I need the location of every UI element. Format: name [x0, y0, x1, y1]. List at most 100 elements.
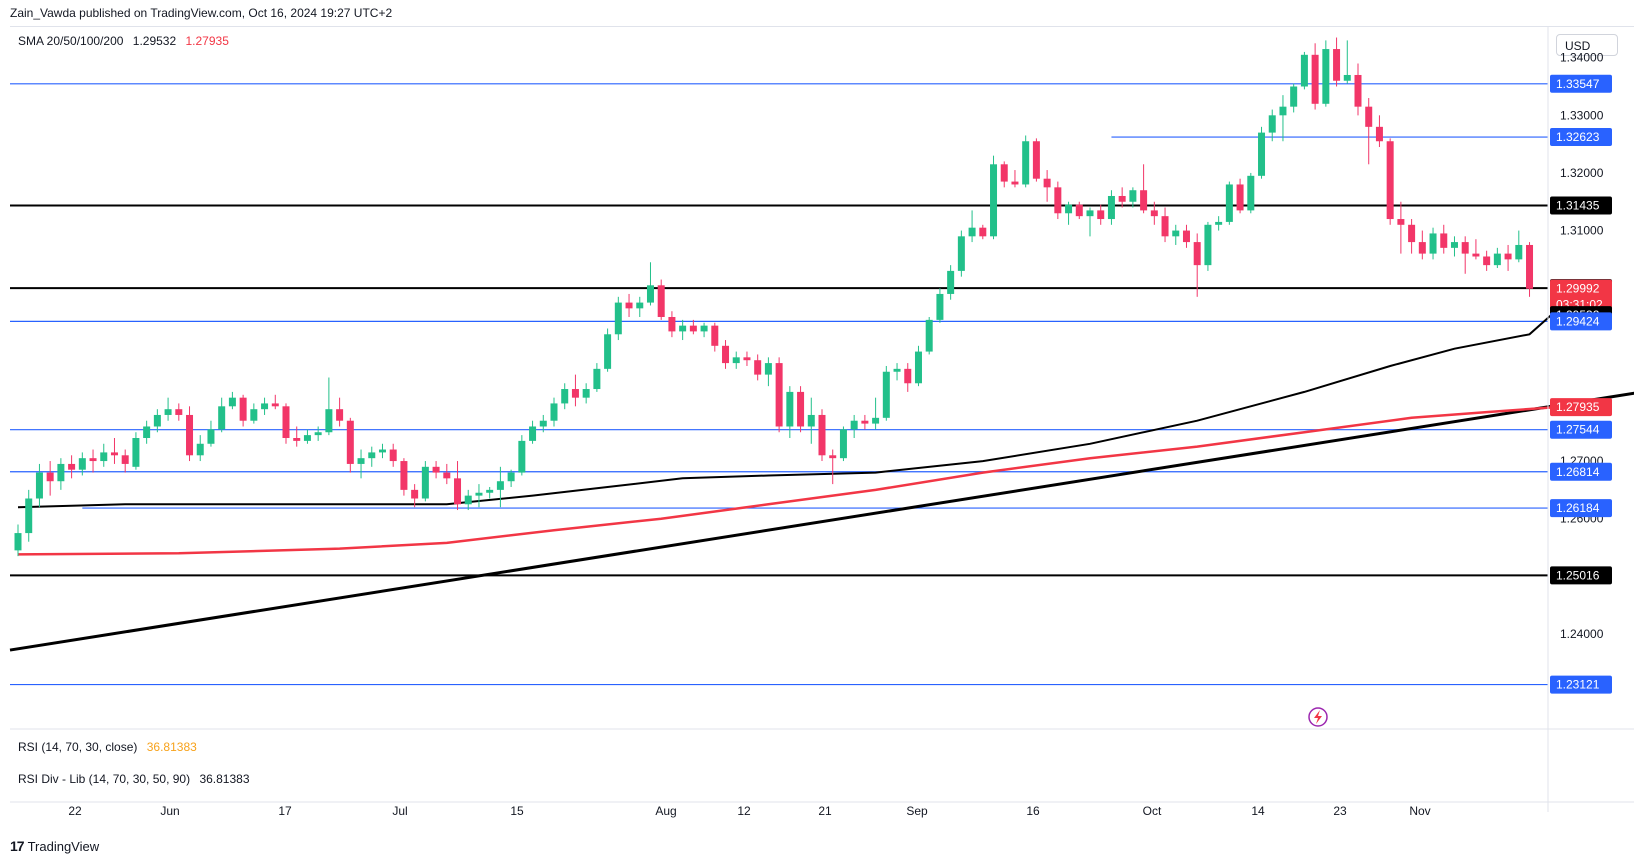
candle [636, 296, 644, 317]
candle-body [636, 302, 644, 309]
sma-legend[interactable]: SMA 20/50/100/200 1.29532 1.27935 [18, 34, 229, 48]
candle [872, 397, 880, 430]
trendline [9, 391, 1634, 652]
candle-body [196, 443, 204, 456]
sma-label: SMA 20/50/100/200 [18, 34, 124, 48]
candle-body [357, 458, 365, 464]
candle [711, 322, 719, 352]
candle [646, 262, 654, 306]
price-label: 1.23121 [1550, 675, 1612, 694]
time-tick-label: Nov [1409, 804, 1430, 818]
candle [261, 397, 269, 415]
rsi-div-legend[interactable]: RSI Div - Lib (14, 70, 30, 50, 90) 36.81… [18, 772, 250, 786]
candle [829, 449, 837, 485]
candle-body [368, 452, 376, 459]
candle-body [261, 403, 269, 410]
sma-lines-layer [17, 314, 1552, 556]
candle [336, 397, 344, 427]
candle-body [646, 285, 654, 303]
candle [196, 435, 204, 462]
candle [775, 357, 783, 433]
candle [357, 449, 365, 479]
footer-brand[interactable]: 17 TradingView [10, 838, 99, 854]
price-label: 1.27935 [1550, 398, 1612, 417]
candle [561, 383, 569, 410]
price-label-box [1550, 196, 1612, 215]
candle [121, 449, 129, 473]
candle [1193, 233, 1201, 297]
candle [786, 386, 794, 439]
candle [46, 461, 54, 496]
candle-body [239, 397, 247, 421]
candle [604, 328, 612, 372]
candle [78, 452, 86, 476]
candle-body [700, 325, 708, 332]
candle-body [1118, 195, 1126, 202]
candle [582, 383, 590, 404]
rsi-legend[interactable]: RSI (14, 70, 30, close) 36.81383 [18, 740, 197, 754]
candle [947, 265, 955, 300]
candle [914, 345, 922, 387]
candle-body [271, 403, 279, 407]
candle-body [121, 455, 129, 464]
candle [389, 443, 397, 467]
candle-body [1225, 184, 1233, 222]
candle [132, 432, 140, 470]
candle [1440, 224, 1448, 254]
candle [443, 463, 451, 485]
candle [614, 296, 622, 341]
candle [882, 365, 890, 421]
candle [1397, 201, 1405, 254]
candle-body [1107, 195, 1115, 220]
candle [464, 489, 472, 511]
candle-body [754, 360, 762, 375]
candle-body [668, 316, 676, 332]
candle-body [732, 357, 740, 364]
candle [1204, 221, 1212, 271]
currency-button[interactable]: USD [1556, 34, 1618, 56]
candle-body [775, 363, 783, 427]
candle [186, 406, 194, 462]
flash-icon[interactable] [1308, 707, 1328, 727]
price-label-text: 1.33547 [1556, 77, 1600, 91]
candle-body [1193, 242, 1201, 266]
candle-body [561, 389, 569, 404]
candle-body [400, 461, 408, 490]
candle [1483, 250, 1491, 271]
candle-body [1300, 54, 1308, 87]
price-label-box [1550, 675, 1612, 694]
candle [14, 524, 22, 557]
candle [1461, 236, 1469, 274]
price-label-box [1550, 499, 1612, 518]
candle-body [571, 389, 579, 398]
candle-body [314, 432, 322, 436]
publish-header: Zain_Vawda published on TradingView.com,… [10, 6, 393, 20]
time-tick-label: 15 [510, 804, 524, 818]
candle-body [968, 227, 976, 237]
candle-body [614, 302, 622, 335]
candle-body [132, 438, 140, 467]
candle [807, 397, 815, 444]
candle [1140, 164, 1148, 214]
candle [432, 461, 440, 479]
candle [282, 403, 290, 444]
candle-body [797, 391, 805, 427]
candle [1215, 216, 1223, 231]
candle [496, 466, 504, 508]
candle-body [1461, 242, 1469, 254]
price-tick-label: 1.24000 [1560, 627, 1604, 641]
candle [1450, 236, 1458, 257]
candle-body [764, 363, 772, 375]
candle-body [1365, 106, 1373, 127]
candle [893, 363, 901, 381]
candle [1022, 135, 1030, 188]
price-label-text: 1.23121 [1556, 678, 1600, 692]
candle-body [1032, 141, 1040, 179]
time-tick-label: 17 [278, 804, 292, 818]
candle-body [1343, 74, 1351, 81]
candle-body [1429, 233, 1437, 254]
candle-body [904, 368, 912, 384]
time-tick-label: 16 [1026, 804, 1040, 818]
price-label: 1.26184 [1550, 499, 1612, 518]
